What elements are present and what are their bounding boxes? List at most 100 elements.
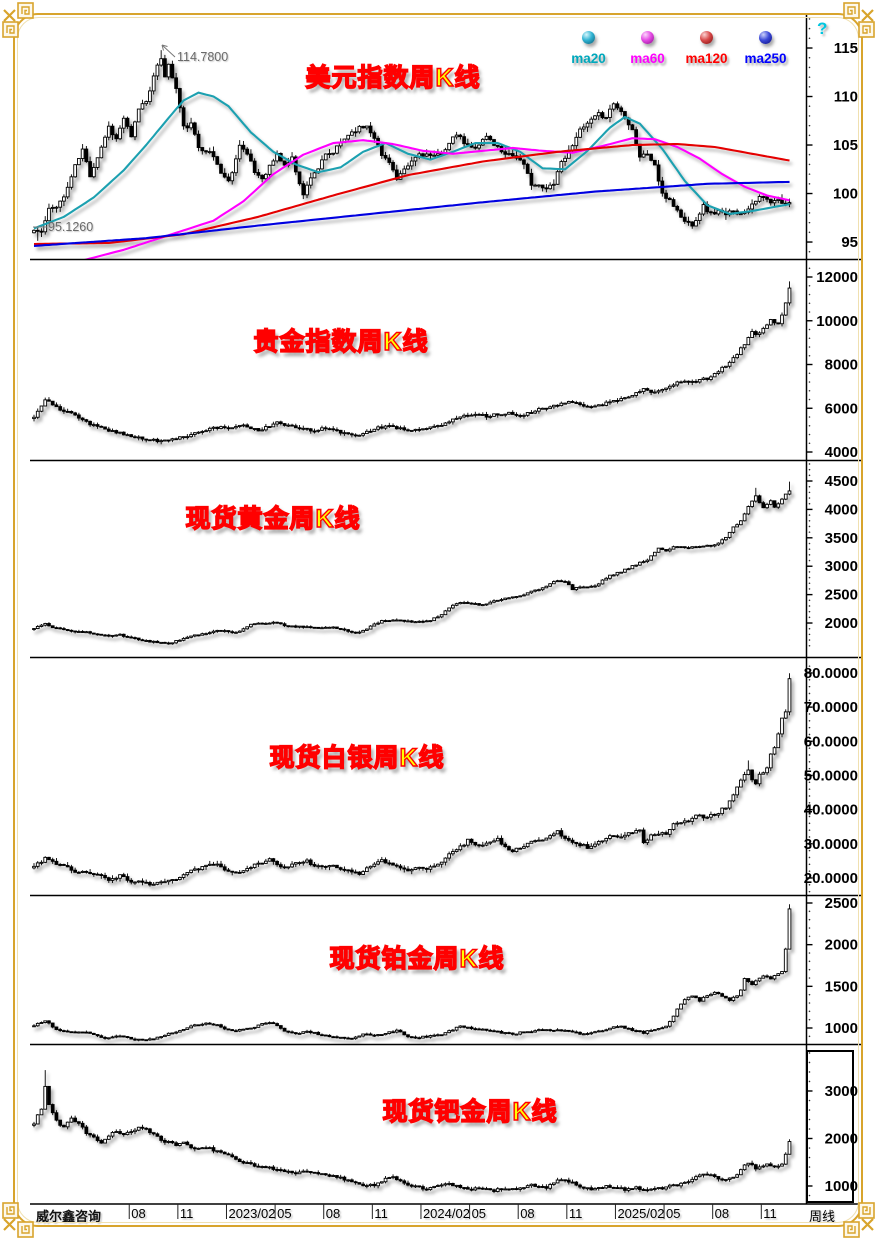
candle xyxy=(600,1186,605,1189)
candle xyxy=(118,633,122,636)
candle xyxy=(619,105,624,116)
candle xyxy=(626,1186,631,1193)
candle xyxy=(237,630,242,633)
candle xyxy=(604,576,609,581)
candle xyxy=(611,102,616,112)
candle xyxy=(563,1029,567,1032)
period-selector-label[interactable]: 周线 xyxy=(809,1209,836,1224)
legend-item-ma250[interactable]: ma250 xyxy=(742,31,789,66)
candle xyxy=(379,856,384,863)
candle xyxy=(43,856,48,864)
candle xyxy=(499,414,504,417)
candle xyxy=(667,829,672,838)
candle xyxy=(731,526,736,534)
candle xyxy=(514,1186,519,1191)
candle xyxy=(47,397,51,402)
candle xyxy=(264,423,268,432)
candle xyxy=(652,551,657,557)
candle xyxy=(660,1026,665,1030)
candle xyxy=(529,409,534,414)
candle xyxy=(331,1035,336,1039)
candle xyxy=(656,1187,661,1190)
candle xyxy=(458,843,463,852)
candle xyxy=(570,1179,575,1184)
candle xyxy=(267,857,272,862)
legend-item-ma20[interactable]: ma20 xyxy=(565,31,612,66)
candle xyxy=(391,160,395,173)
candle xyxy=(222,629,227,633)
candle xyxy=(215,629,220,633)
legend-sphere-icon xyxy=(759,31,772,44)
candle xyxy=(88,420,92,427)
candle xyxy=(694,379,698,384)
candle xyxy=(192,121,197,136)
candle xyxy=(712,544,717,548)
candle xyxy=(634,126,638,146)
panel-precious-index[interactable] xyxy=(32,281,792,445)
candle xyxy=(39,623,44,628)
candle xyxy=(342,1036,347,1040)
candle xyxy=(761,974,766,979)
candle xyxy=(682,379,687,383)
candle xyxy=(192,1023,197,1027)
candle xyxy=(660,1186,665,1190)
candle xyxy=(80,870,85,874)
candle xyxy=(346,432,351,436)
candle xyxy=(406,428,410,432)
help-icon[interactable]: ? xyxy=(817,19,828,38)
candle xyxy=(671,1015,676,1023)
candle xyxy=(619,396,624,402)
candle xyxy=(750,1160,754,1167)
candle xyxy=(103,872,107,880)
candle xyxy=(402,425,407,432)
candle xyxy=(387,1176,392,1179)
candle xyxy=(47,203,51,222)
candle xyxy=(383,1033,388,1036)
candle xyxy=(323,626,328,629)
legend-sphere-icon xyxy=(700,31,713,44)
candle xyxy=(552,1029,556,1033)
candle xyxy=(148,86,152,105)
candle xyxy=(372,862,377,868)
candle xyxy=(178,1029,182,1033)
panel-spot-silver[interactable] xyxy=(32,673,792,887)
candle xyxy=(559,159,564,174)
candle xyxy=(391,862,395,866)
candle xyxy=(402,1031,407,1036)
candle xyxy=(91,632,96,635)
candle xyxy=(69,864,74,874)
candle xyxy=(95,422,100,429)
candle xyxy=(600,579,605,585)
legend-item-ma120[interactable]: ma120 xyxy=(683,31,730,66)
candle xyxy=(724,536,728,542)
candle xyxy=(125,635,130,638)
candle xyxy=(50,1103,55,1116)
candle xyxy=(118,431,122,435)
candle xyxy=(65,1121,70,1130)
candle xyxy=(174,640,178,645)
candle xyxy=(350,867,354,875)
candle xyxy=(181,637,186,642)
candle xyxy=(47,856,51,861)
candle xyxy=(525,162,530,174)
legend-item-ma60[interactable]: ma60 xyxy=(624,31,671,66)
candle xyxy=(641,1030,646,1035)
panel-spot-gold[interactable] xyxy=(32,481,792,645)
candle xyxy=(219,1023,223,1029)
candle xyxy=(260,427,264,432)
panel-spot-palladium[interactable] xyxy=(32,1070,792,1194)
candle xyxy=(136,1038,141,1042)
candle xyxy=(264,622,268,625)
candle xyxy=(50,400,55,406)
candle xyxy=(178,639,182,642)
candle xyxy=(148,1127,152,1135)
candle xyxy=(211,146,216,161)
candle xyxy=(77,412,81,421)
candle xyxy=(99,873,104,879)
candle xyxy=(574,400,579,404)
candle xyxy=(638,1030,642,1033)
candle xyxy=(589,1185,594,1191)
candle xyxy=(544,407,549,412)
candle xyxy=(488,600,493,605)
candle xyxy=(204,150,208,155)
